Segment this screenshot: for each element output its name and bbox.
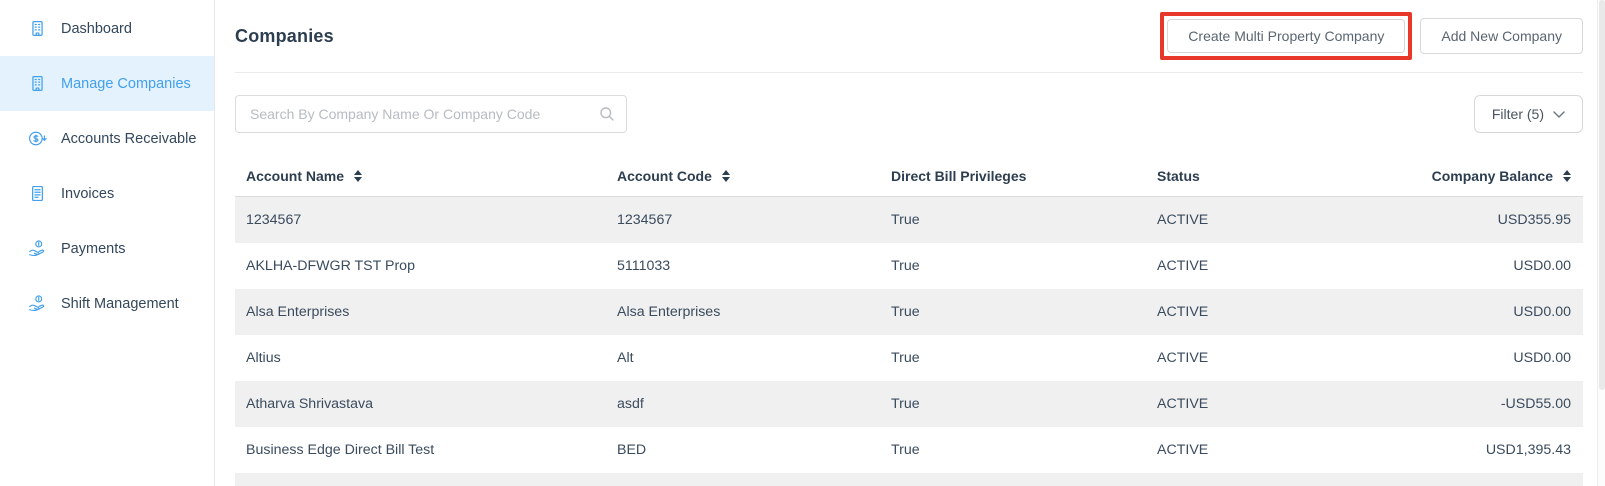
table-row[interactable]: Business Edge Direct Bill Test BED True …: [235, 427, 1583, 473]
column-header-account-code[interactable]: Account Code: [606, 168, 880, 184]
search-input[interactable]: [235, 95, 627, 133]
sidebar-item-manage-companies[interactable]: Manage Companies: [0, 56, 214, 111]
dollar-circle-arrow-icon: [27, 129, 48, 148]
balance-cell: USD0.00: [1513, 258, 1571, 274]
header-actions: Create Multi Property Company Add New Co…: [1160, 12, 1583, 60]
account-name-cell: Business Edge Direct Bill Test: [246, 442, 435, 458]
table-row[interactable]: Atharva Shrivastava asdf True ACTIVE -US…: [235, 381, 1583, 427]
toolbar: Filter (5): [235, 95, 1583, 133]
add-new-company-button[interactable]: Add New Company: [1420, 18, 1583, 54]
account-code-cell: Alt: [617, 350, 634, 366]
account-code-cell: 5111033: [617, 258, 671, 274]
table-row-partial[interactable]: [235, 473, 1583, 486]
table-row[interactable]: Altius Alt True ACTIVE USD0.00: [235, 335, 1583, 381]
direct-bill-cell: True: [891, 442, 920, 458]
balance-cell: USD1,395.43: [1485, 442, 1571, 458]
direct-bill-cell: True: [891, 304, 920, 320]
status-cell: ACTIVE: [1157, 350, 1209, 366]
column-header-account-name[interactable]: Account Name: [235, 168, 606, 184]
hand-coin-icon: [27, 294, 48, 313]
balance-cell: -USD55.00: [1500, 396, 1571, 412]
main-content: Companies Create Multi Property Company …: [215, 0, 1605, 486]
table-row[interactable]: Alsa Enterprises Alsa Enterprises True A…: [235, 289, 1583, 335]
sidebar-item-dashboard[interactable]: Dashboard: [0, 1, 214, 56]
chevron-down-icon: [1553, 110, 1565, 118]
hand-coin-icon: [27, 239, 48, 258]
building-icon: [27, 19, 48, 38]
table-row[interactable]: 1234567 1234567 True ACTIVE USD355.95: [235, 197, 1583, 243]
search-icon: [599, 106, 615, 122]
building-icon: [27, 74, 48, 93]
sidebar-item-invoices[interactable]: Invoices: [0, 166, 214, 221]
sidebar-item-shift-management[interactable]: Shift Management: [0, 276, 214, 331]
table-header-row: Account Name Account Code Direct Bill Pr…: [235, 155, 1583, 197]
column-header-status: Status: [1157, 167, 1200, 184]
direct-bill-cell: True: [891, 396, 920, 412]
direct-bill-cell: True: [891, 350, 920, 366]
page-header: Companies Create Multi Property Company …: [235, 0, 1583, 73]
account-name-cell: 1234567: [246, 212, 302, 228]
page-title: Companies: [235, 25, 334, 46]
status-cell: ACTIVE: [1157, 258, 1209, 274]
account-code-cell: asdf: [617, 396, 644, 412]
sidebar-item-accounts-receivable[interactable]: Accounts Receivable: [0, 111, 214, 166]
account-name-cell: Alsa Enterprises: [246, 304, 350, 320]
account-code-cell: Alsa Enterprises: [617, 304, 721, 320]
status-cell: ACTIVE: [1157, 212, 1209, 228]
sidebar-item-label: Dashboard: [61, 20, 132, 37]
direct-bill-cell: True: [891, 212, 920, 228]
sidebar-item-label: Manage Companies: [61, 75, 191, 92]
column-header-direct-bill-privileges: Direct Bill Privileges: [891, 167, 1027, 184]
sort-icon: [1563, 169, 1571, 182]
direct-bill-cell: True: [891, 258, 920, 274]
account-code-cell: 1234567: [617, 212, 673, 228]
account-name-cell: AKLHA-DFWGR TST Prop: [246, 258, 415, 274]
sidebar-item-label: Shift Management: [61, 295, 179, 312]
vertical-scrollbar[interactable]: [1597, 0, 1605, 486]
sort-icon: [721, 169, 730, 182]
scrollbar-thumb[interactable]: [1599, 0, 1605, 390]
balance-cell: USD355.95: [1497, 212, 1571, 228]
status-cell: ACTIVE: [1157, 304, 1209, 320]
table-row[interactable]: AKLHA-DFWGR TST Prop 5111033 True ACTIVE…: [235, 243, 1583, 289]
filter-label: Filter (5): [1491, 106, 1544, 122]
search-box: [235, 95, 627, 133]
balance-cell: USD0.00: [1513, 304, 1571, 320]
account-name-cell: Atharva Shrivastava: [246, 396, 373, 412]
status-cell: ACTIVE: [1157, 396, 1209, 412]
sidebar-item-label: Accounts Receivable: [61, 130, 197, 147]
account-code-cell: BED: [617, 442, 647, 458]
annotation-highlight-box: Create Multi Property Company: [1160, 12, 1413, 60]
sort-icon: [354, 169, 363, 182]
create-multi-property-company-button[interactable]: Create Multi Property Company: [1167, 19, 1406, 53]
status-cell: ACTIVE: [1157, 442, 1209, 458]
balance-cell: USD0.00: [1513, 350, 1571, 366]
account-name-cell: Altius: [246, 350, 281, 366]
sidebar: Dashboard Manage Companies Accounts: [0, 0, 215, 486]
invoice-document-icon: [27, 184, 48, 203]
sidebar-item-label: Invoices: [61, 185, 115, 202]
companies-table: Account Name Account Code Direct Bill Pr…: [235, 155, 1583, 486]
sidebar-item-label: Payments: [61, 240, 126, 257]
column-header-company-balance[interactable]: Company Balance: [1399, 168, 1583, 184]
sidebar-item-payments[interactable]: Payments: [0, 221, 214, 276]
filter-button[interactable]: Filter (5): [1473, 95, 1583, 133]
